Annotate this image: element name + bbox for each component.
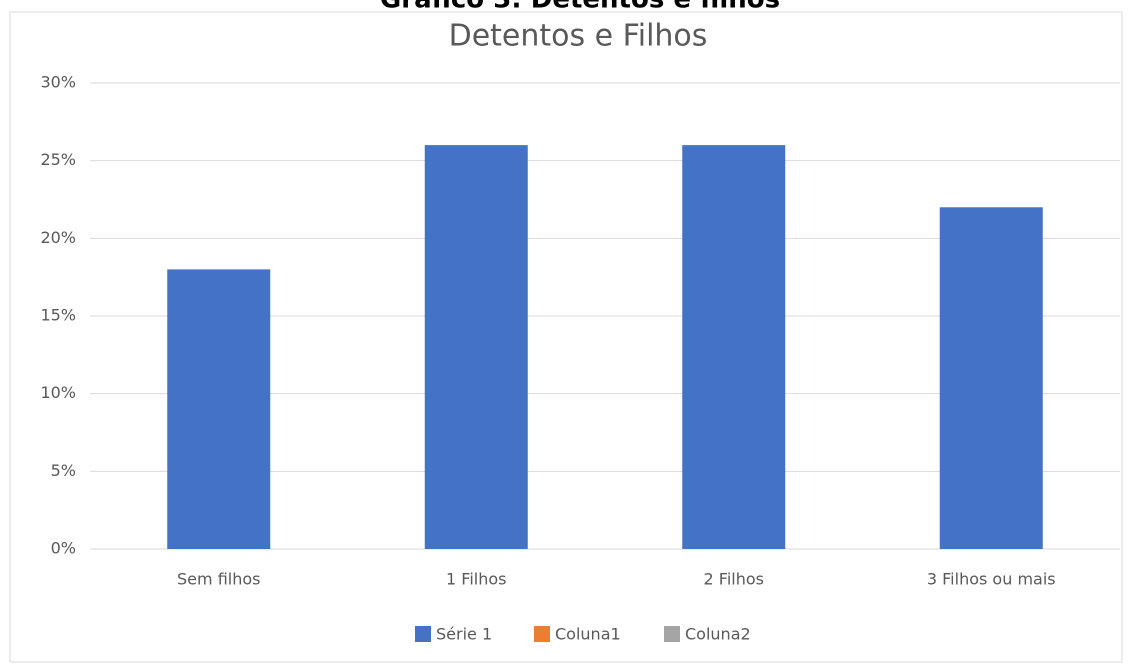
- x-tick-label: Sem filhos: [177, 570, 260, 589]
- y-tick-label: 0%: [51, 539, 76, 558]
- x-tick-label: 3 Filhos ou mais: [927, 570, 1056, 589]
- legend-label: Coluna1: [555, 625, 621, 644]
- y-tick-label: 30%: [40, 73, 76, 92]
- bar: [682, 145, 786, 549]
- x-tick-label: 1 Filhos: [446, 570, 506, 589]
- legend-swatch: [664, 626, 680, 642]
- legend-label: Série 1: [436, 625, 492, 644]
- legend-label: Coluna2: [685, 625, 751, 644]
- y-tick-label: 20%: [40, 228, 76, 247]
- y-tick-label: 25%: [40, 150, 76, 169]
- chart-title: Detentos e Filhos: [449, 19, 708, 54]
- bar: [939, 207, 1043, 549]
- legend-swatch: [534, 626, 550, 642]
- y-tick-label: 15%: [40, 306, 76, 325]
- bar: [424, 145, 528, 549]
- legend-swatch: [415, 626, 431, 642]
- y-tick-label: 5%: [51, 461, 76, 480]
- caption: Gráfico 3: Detentos e filhos: [380, 0, 780, 15]
- y-tick-label: 10%: [40, 383, 76, 402]
- bar: [167, 269, 271, 549]
- x-tick-label: 2 Filhos: [704, 570, 764, 589]
